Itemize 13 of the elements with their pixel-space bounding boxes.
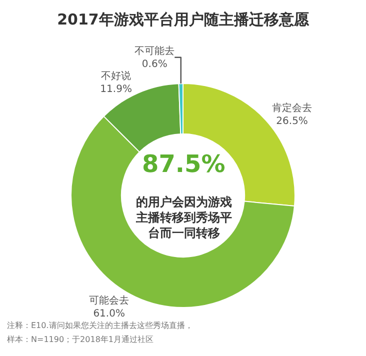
- text: 样本：N=1190；于2018年1月通过社区: [7, 335, 154, 344]
- text: 的用户会因为游戏主播转移到秀场平台而一同转移: [135, 195, 232, 240]
- chart-title: 2017年游戏平台用户随主播迁移意愿: [57, 10, 310, 29]
- data-label: 61.0%: [93, 308, 125, 320]
- slice-label: 肯定会去: [272, 102, 312, 114]
- data-label: 11.9%: [100, 84, 132, 95]
- slice-label: 不可能去: [134, 44, 175, 57]
- text: 87.5%: [142, 150, 226, 178]
- slice-label: 不好说: [101, 70, 132, 82]
- text: 注释：E10.请问如果您关注的主播去这些秀场直播，: [7, 321, 193, 330]
- data-label: 26.5%: [276, 116, 308, 127]
- data-label: 0.6%: [142, 58, 168, 70]
- slice-label: 可能会去: [89, 294, 130, 307]
